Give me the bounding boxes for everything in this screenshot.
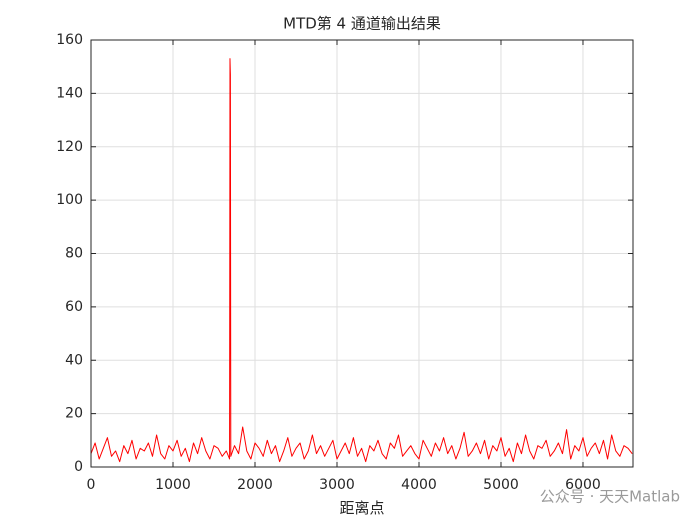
x-tick-label: 6000 xyxy=(565,477,601,493)
y-tick-label: 100 xyxy=(56,192,83,208)
chart-title: MTD第 4 通道输出结果 xyxy=(283,15,441,33)
x-tick-label: 3000 xyxy=(319,477,355,493)
y-tick-label: 140 xyxy=(56,85,83,101)
y-tick-label: 120 xyxy=(56,139,83,155)
y-tick-label: 80 xyxy=(65,246,83,262)
y-tick-label: 60 xyxy=(65,299,83,315)
x-tick-label: 2000 xyxy=(237,477,273,493)
x-tick-label: 4000 xyxy=(401,477,437,493)
x-tick-label: 1000 xyxy=(155,477,191,493)
data-line xyxy=(90,58,633,463)
y-tick-label: 0 xyxy=(74,459,83,475)
x-tick-label: 0 xyxy=(87,477,96,493)
x-axis-label: 距离点 xyxy=(339,499,384,517)
y-tick-label: 20 xyxy=(65,406,83,422)
x-tick-label: 5000 xyxy=(483,477,519,493)
y-tick-label: 160 xyxy=(56,32,83,48)
watermark: 公众号 · 天天Matlab xyxy=(540,488,680,506)
y-tick-label: 40 xyxy=(65,352,83,368)
axes-box xyxy=(90,39,634,468)
